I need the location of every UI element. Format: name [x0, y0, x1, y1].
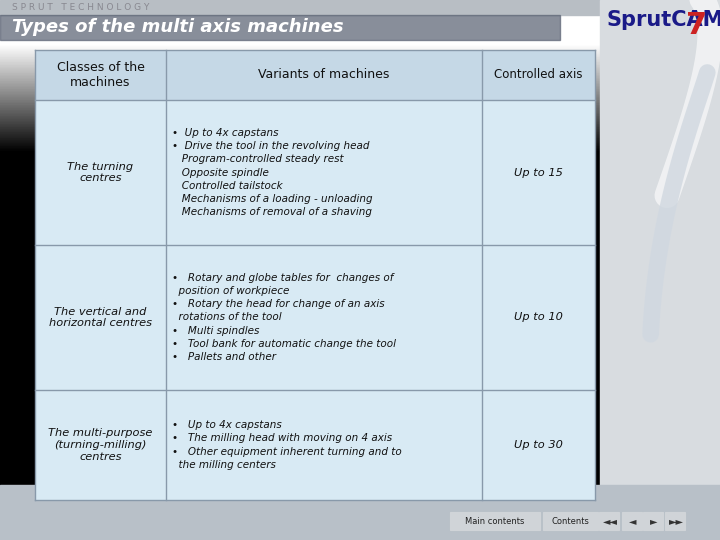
Bar: [599, 512, 619, 530]
Bar: [0, 15, 560, 40]
Text: Contents: Contents: [551, 516, 589, 525]
Text: ►►: ►►: [668, 516, 683, 526]
Bar: [643, 512, 663, 530]
Bar: [0, 0, 720, 15]
Text: Up to 10: Up to 10: [514, 313, 563, 322]
Text: ◄: ◄: [629, 516, 636, 526]
Text: •   Up to 4x capstans
•   The milling head with moving on 4 axis
•   Other equip: • Up to 4x capstans • The milling head w…: [172, 420, 402, 470]
Text: Variants of machines: Variants of machines: [258, 69, 390, 82]
Bar: [0, 485, 720, 540]
Text: The vertical and
horizontal centres: The vertical and horizontal centres: [49, 307, 152, 328]
Bar: [543, 512, 598, 530]
Text: •  Up to 4x capstans
•  Drive the tool in the revolving head
   Program-controll: • Up to 4x capstans • Drive the tool in …: [172, 128, 373, 217]
Bar: [450, 512, 540, 530]
Text: Controlled axis: Controlled axis: [494, 69, 582, 82]
Text: •   Rotary and globe tables for  changes of
  position of workpiece
•   Rotary t: • Rotary and globe tables for changes of…: [172, 273, 396, 362]
Text: ◄◄: ◄◄: [603, 516, 618, 526]
Text: Classes of the
machines: Classes of the machines: [57, 61, 145, 89]
Bar: [35, 50, 595, 500]
Bar: [35, 50, 595, 100]
Text: S P R U T   T E C H N O L O G Y: S P R U T T E C H N O L O G Y: [12, 3, 149, 12]
Bar: [600, 0, 720, 540]
Text: Main contents: Main contents: [465, 516, 525, 525]
Text: The multi-purpose
(turning-milling)
centres: The multi-purpose (turning-milling) cent…: [48, 428, 153, 462]
Text: The turning
centres: The turning centres: [68, 161, 134, 183]
Bar: [622, 512, 642, 530]
Text: ►: ►: [650, 516, 658, 526]
Text: 7: 7: [686, 11, 708, 40]
Text: Types of the multi axis machines: Types of the multi axis machines: [12, 18, 343, 36]
Text: Up to 30: Up to 30: [514, 440, 563, 450]
Text: Up to 15: Up to 15: [514, 167, 563, 178]
Bar: [665, 512, 685, 530]
Text: SprutCAM: SprutCAM: [606, 10, 720, 30]
